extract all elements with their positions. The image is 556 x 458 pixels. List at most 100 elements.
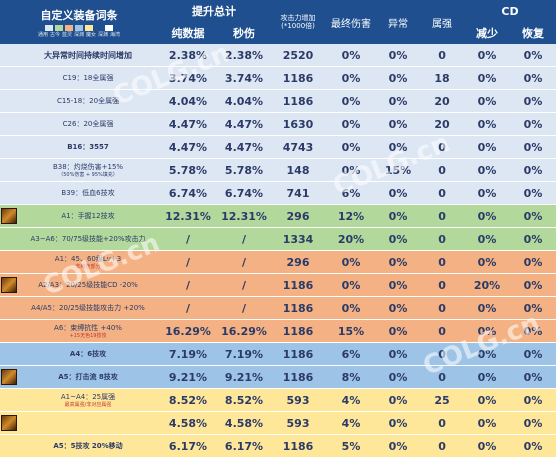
atk-increase-cell: 1186 <box>270 365 327 389</box>
cd-recover-cell: 0% <box>510 388 556 412</box>
row-icon-cell <box>0 296 18 320</box>
attr-strength-cell: 0 <box>420 158 465 182</box>
legend-label: 古今 <box>49 31 60 38</box>
row-icon-cell <box>0 112 18 136</box>
final-damage-cell: 0% <box>326 273 377 297</box>
attr-strength-cell: 0 <box>420 204 465 228</box>
pure-data-cell: / <box>158 296 219 320</box>
atk-increase-cell: 593 <box>270 388 327 412</box>
table-row: B16：3557 4.47% 4.47% 4743 0% 0% 0 0% 0% <box>0 135 556 159</box>
final-damage-cell: 0% <box>326 89 377 113</box>
col-atk-sublabel: (*1000倍) <box>281 22 315 30</box>
attr-strength-cell: 0 <box>420 319 465 343</box>
attr-strength-cell: 18 <box>420 66 465 90</box>
affix-name: A5：5技攻 20%移动 <box>53 442 123 450</box>
attr-strength-cell: 20 <box>420 112 465 136</box>
pure-data-cell: 4.04% <box>158 89 219 113</box>
table-row: A2/A3：20/25级技能CD -20% //1186 0% 0% 0 20% 0% <box>0 273 556 297</box>
affix-name: A3~A6：70/75级技能+20%攻击力 <box>30 235 146 243</box>
cd-recover-cell: 0% <box>510 342 556 366</box>
cd-recover-cell: 0% <box>510 411 556 435</box>
affix-name: 大异常时间持续时间增加 <box>44 50 132 60</box>
atk-increase-cell: 1186 <box>270 89 327 113</box>
table-row: B39：低血6技攻 6.74% 6.74% 741 6% 0% 0 0% 0% <box>0 181 556 205</box>
abnormal-cell: 0% <box>376 112 421 136</box>
legend-swatch <box>75 24 83 31</box>
col-sec-header: 秒伤 <box>218 22 271 44</box>
affix-name: A6：束缚抗性 +40% <box>54 324 122 332</box>
cd-recover-cell: 0% <box>510 89 556 113</box>
final-damage-cell: 6% <box>326 342 377 366</box>
cd-recover-cell: 0% <box>510 434 556 458</box>
atk-increase-cell: 1186 <box>270 434 327 458</box>
cd-recover-cell: 0% <box>510 365 556 389</box>
cd-recover-cell: 0% <box>510 135 556 159</box>
cd-reduce-cell: 0% <box>464 250 511 274</box>
attr-strength-cell: 0 <box>420 135 465 159</box>
pure-data-cell: 6.74% <box>158 181 219 205</box>
attr-strength-cell: 0 <box>420 411 465 435</box>
affix-note: +15无色19技攻 <box>69 333 107 339</box>
affix-name-cell: A3~A6：70/75级技能+20%攻击力 <box>18 227 159 251</box>
abnormal-cell: 0% <box>376 227 421 251</box>
affix-name: A1：45、60级Lv+3 <box>54 255 122 263</box>
affix-note: （50%伤害 + 95%填充） <box>58 172 118 178</box>
cd-reduce-cell: 0% <box>464 135 511 159</box>
table-title: 自定义装备词条 <box>40 8 118 22</box>
sec-dps-cell: 4.47% <box>218 135 271 159</box>
cd-reduce-cell: 0% <box>464 66 511 90</box>
atk-increase-cell: 1186 <box>270 273 327 297</box>
final-damage-cell: 5% <box>326 434 377 458</box>
sec-dps-cell: 2.38% <box>218 44 271 67</box>
affix-name-cell: A5：5技攻 20%移动 <box>18 434 159 458</box>
legend-label: 通用 <box>37 31 48 38</box>
atk-increase-cell: 148 <box>270 158 327 182</box>
cd-recover-cell: 0% <box>510 296 556 320</box>
legend-swatch <box>85 24 93 31</box>
affix-name: C26：20全属强 <box>62 120 114 128</box>
atk-increase-cell: 1630 <box>270 112 327 136</box>
table-row: A1~A4：25属强 最高属强/非对应属强 8.52% 8.52% 593 4% 0% 25 0… <box>0 388 556 412</box>
abnormal-cell: 0% <box>376 135 421 159</box>
legend-label: 深渊 <box>98 31 109 38</box>
abnormal-cell: 0% <box>376 273 421 297</box>
legend-swatch <box>65 24 73 31</box>
affix-name-cell: 大异常时间持续时间增加 <box>18 44 159 67</box>
affix-name-cell: C26：20全属强 <box>18 112 159 136</box>
cd-recover-cell: 0% <box>510 319 556 343</box>
affix-name: B39：低血6技攻 <box>61 189 115 197</box>
table-row: B38：灼烧伤害+15% （50%伤害 + 95%填充） 5.78% 5.78% 148… <box>0 158 556 182</box>
equipment-icon <box>1 369 17 385</box>
abnormal-cell: 0% <box>376 296 421 320</box>
atk-increase-cell: 296 <box>270 250 327 274</box>
final-damage-cell: 0% <box>326 296 377 320</box>
affix-name-cell: A5：打击流 8技攻 <box>18 365 159 389</box>
abnormal-cell: 0% <box>376 342 421 366</box>
legend-swatch <box>45 24 53 31</box>
affix-name-cell: A6：束缚抗性 +40% +15无色19技攻 <box>18 319 159 343</box>
legend-label: 深渊 <box>74 31 85 38</box>
sec-dps-cell: 7.19% <box>218 342 271 366</box>
attr-strength-cell: 0 <box>420 181 465 205</box>
cd-reduce-cell: 0% <box>464 227 511 251</box>
cd-recover-cell: 0% <box>510 44 556 67</box>
affix-name-cell: C15-18：20全属强 <box>18 89 159 113</box>
abnormal-cell: 0% <box>376 66 421 90</box>
cd-reduce-cell: 0% <box>464 319 511 343</box>
cd-recover-cell: 0% <box>510 66 556 90</box>
cd-reduce-cell: 0% <box>464 158 511 182</box>
table-row: A5：打击流 8技攻 9.21% 9.21% 1186 8% 0% 0 0% 0% <box>0 365 556 389</box>
affix-name-cell: A4：6技攻 <box>18 342 159 366</box>
legend-label: 魔女 <box>86 31 97 38</box>
sec-dps-cell: 16.29% <box>218 319 271 343</box>
atk-increase-cell: 1186 <box>270 66 327 90</box>
atk-increase-cell: 741 <box>270 181 327 205</box>
final-damage-cell: 0% <box>326 44 377 67</box>
abnormal-cell: 0% <box>376 411 421 435</box>
affix-name-cell: B39：低血6技攻 <box>18 181 159 205</box>
cd-recover-cell: 0% <box>510 273 556 297</box>
equipment-icon <box>1 277 17 293</box>
attr-strength-cell: 0 <box>420 296 465 320</box>
row-icon-cell <box>0 66 18 90</box>
col-cd-reduce-header: 减少 <box>464 22 511 44</box>
